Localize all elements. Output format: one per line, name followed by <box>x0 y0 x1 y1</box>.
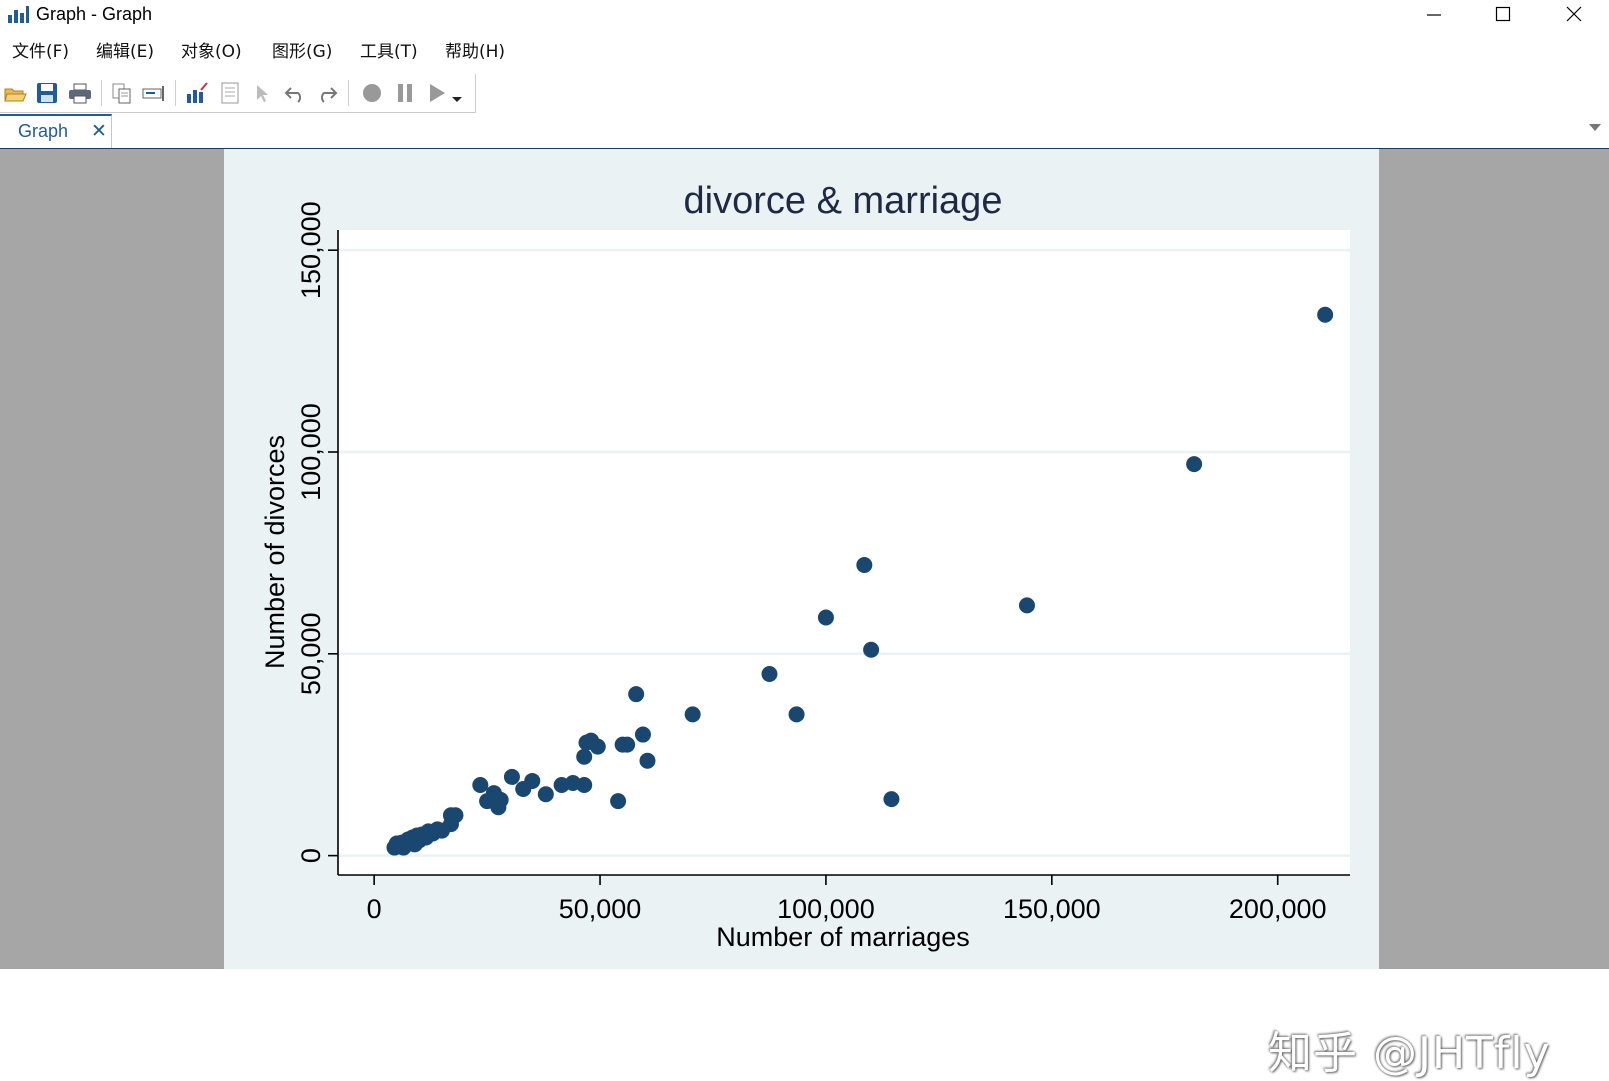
menu-file[interactable]: 文件(F) <box>12 42 70 62</box>
data-point <box>628 686 645 703</box>
copy-button[interactable] <box>109 80 135 106</box>
print-icon <box>69 83 91 104</box>
menu-object[interactable]: 对象(O) <box>181 42 242 62</box>
tab-list-dropdown-icon[interactable] <box>1589 124 1601 131</box>
tab-graph[interactable]: Graph ✕ <box>0 114 112 148</box>
data-point <box>610 793 627 810</box>
data-point <box>589 738 606 755</box>
save-icon <box>37 83 57 103</box>
print-button[interactable] <box>67 80 93 106</box>
rename-button[interactable] <box>141 80 167 106</box>
data-point <box>472 776 489 793</box>
tab-graph-label: Graph <box>18 121 69 141</box>
x-tick-label-1: 50,000 <box>559 894 642 924</box>
pause-icon <box>398 84 412 102</box>
data-point <box>619 736 636 753</box>
chevron-down-icon <box>452 97 462 102</box>
x-tick-label-4: 200,000 <box>1229 894 1327 924</box>
open-icon <box>4 88 27 102</box>
data-point <box>537 786 554 803</box>
play-button[interactable] <box>424 80 450 106</box>
data-point <box>524 772 541 789</box>
y-tick-label-3: 150,000 <box>296 201 326 299</box>
x-tick-label-0: 0 <box>367 894 382 924</box>
x-axis-label: Number of marriages <box>716 922 970 952</box>
data-point <box>447 807 464 824</box>
data-point <box>1317 306 1334 323</box>
data-point <box>883 791 900 808</box>
menu-edit[interactable]: 编辑(E) <box>96 42 155 62</box>
rename-icon <box>142 86 164 101</box>
data-point <box>863 641 880 658</box>
menu-graph[interactable]: 图形(G) <box>272 42 333 62</box>
plot-region <box>338 230 1350 875</box>
menu-help[interactable]: 帮助(H) <box>445 42 506 62</box>
graph-list-icon <box>221 82 239 104</box>
toolbar <box>0 74 476 113</box>
graph-list-button[interactable] <box>217 80 243 106</box>
data-point <box>492 791 509 808</box>
redo-icon <box>321 87 338 103</box>
y-tick-label-0: 0 <box>296 848 326 863</box>
play-icon <box>430 84 445 102</box>
play-dropdown-button[interactable] <box>450 80 464 106</box>
document-tab-bar: Graph ✕ <box>0 114 1609 149</box>
pointer-icon <box>257 85 268 102</box>
data-point <box>788 706 805 723</box>
y-tick-label-1: 50,000 <box>296 613 326 696</box>
tab-close-icon[interactable]: ✕ <box>91 121 107 142</box>
graph-workspace: divorce & marriage 0 50,000 100,000 150,000… <box>0 149 1609 1079</box>
y-axis-label: Number of divorces <box>260 435 290 669</box>
data-point <box>576 776 593 793</box>
minimize-button[interactable] <box>1411 0 1457 28</box>
undo-button[interactable] <box>282 80 308 106</box>
maximize-icon <box>1495 6 1511 22</box>
graph-editor-icon <box>187 82 208 103</box>
pause-button[interactable] <box>392 80 418 106</box>
redo-button[interactable] <box>314 80 340 106</box>
data-point <box>856 557 873 574</box>
menu-tools[interactable]: 工具(T) <box>360 42 418 62</box>
undo-icon <box>284 87 301 103</box>
data-point <box>1018 597 1035 614</box>
data-point <box>576 748 593 765</box>
data-point <box>684 706 701 723</box>
data-point <box>761 665 778 682</box>
x-tick-label-3: 150,000 <box>1003 894 1101 924</box>
data-point <box>639 752 656 769</box>
title-bar: Graph - Graph <box>0 0 1609 32</box>
save-button[interactable] <box>34 80 60 106</box>
maximize-button[interactable] <box>1480 0 1526 28</box>
close-window-button[interactable] <box>1551 0 1597 28</box>
chart-title: divorce & marriage <box>684 180 1003 222</box>
data-point <box>1186 456 1203 473</box>
menu-bar: 文件(F) 编辑(E) 对象(O) 图形(G) 工具(T) 帮助(H) <box>0 38 1609 66</box>
close-icon <box>1566 6 1582 22</box>
scatter-chart: divorce & marriage 0 50,000 100,000 150,000… <box>224 149 1379 969</box>
y-tick-label-2: 100,000 <box>296 403 326 501</box>
data-point <box>634 726 651 743</box>
data-point <box>503 768 520 785</box>
record-button[interactable] <box>359 80 385 106</box>
graph-editor-button[interactable] <box>184 80 210 106</box>
window-title: Graph - Graph <box>36 4 153 24</box>
copy-icon <box>112 83 131 104</box>
watermark: 知乎 @JHTfly <box>1268 1028 1551 1079</box>
pointer-button[interactable] <box>249 80 275 106</box>
x-tick-label-2: 100,000 <box>777 894 875 924</box>
data-point <box>817 609 834 626</box>
app-icon <box>8 6 29 23</box>
minimize-icon <box>1427 14 1441 16</box>
open-button[interactable] <box>2 80 28 106</box>
record-icon <box>363 84 381 102</box>
